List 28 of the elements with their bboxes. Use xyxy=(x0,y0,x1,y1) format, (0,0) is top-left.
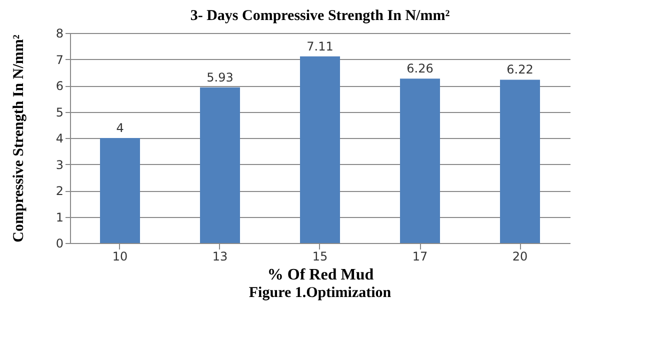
y-tick-label: 8 xyxy=(56,26,64,40)
x-tick-label: 17 xyxy=(412,250,428,264)
bar xyxy=(400,78,440,243)
bar xyxy=(100,138,140,243)
y-tick-label: 2 xyxy=(56,184,64,198)
y-tick-label: 4 xyxy=(56,132,64,146)
y-axis-title: Compressive Strength In N/mm² xyxy=(10,34,27,242)
data-label: 7.11 xyxy=(306,39,334,54)
y-tick-label: 3 xyxy=(56,158,64,172)
y-tick-label: 6 xyxy=(56,79,64,93)
x-tick-label: 10 xyxy=(112,250,128,264)
data-label: 6.26 xyxy=(406,62,434,76)
caption: Figure 1.Optimization xyxy=(248,285,392,301)
y-tick-label: 1 xyxy=(56,210,64,224)
x-tick-label: 20 xyxy=(512,250,528,264)
x-tick-label: 13 xyxy=(212,250,228,264)
bar xyxy=(200,87,240,243)
data-label: 4 xyxy=(116,121,124,135)
data-label: 6.22 xyxy=(506,62,534,77)
data-label: 5.93 xyxy=(206,70,234,84)
chart-title: 3- Days Compressive Strength In N/mm² xyxy=(190,8,450,24)
y-tick-label: 7 xyxy=(56,52,64,67)
bar xyxy=(300,56,340,243)
x-axis-title: % Of Red Mud xyxy=(267,266,374,284)
x-tick-label: 15 xyxy=(312,250,328,264)
bar xyxy=(500,80,540,243)
y-tick-label: 0 xyxy=(56,236,64,250)
y-tick-label: 5 xyxy=(56,105,64,120)
